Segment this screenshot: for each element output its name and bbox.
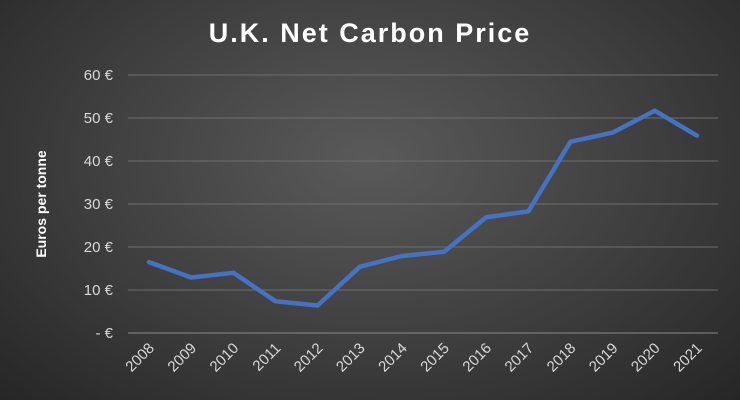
x-tick-label: 2008 [122,340,158,376]
series-lines [146,108,700,308]
y-tick-label: 40 € [84,153,114,170]
x-tick-label: 2015 [417,340,453,376]
x-tick-label: 2021 [670,340,706,376]
y-tick-label: 20 € [84,239,114,256]
x-tick-label: 2011 [249,340,284,375]
y-tick-label: - € [95,325,113,342]
y-tick-label: 50 € [84,110,114,127]
y-tick-labels: - € 10 € 20 € 30 € 40 € 50 € 60 € [84,67,114,342]
x-tick-label: 2017 [502,340,538,376]
x-tick-label: 2020 [628,340,664,376]
series-line [146,108,700,308]
x-tick-label: 2014 [375,340,411,376]
y-tick-label: 60 € [84,67,114,84]
x-tick-label: 2016 [459,340,495,376]
gridlines [128,74,718,334]
x-tick-label: 2010 [207,340,243,376]
x-tick-label: 2019 [586,340,622,376]
x-tick-label: 2018 [544,340,580,376]
y-tick-label: 30 € [84,196,114,213]
y-tick-label: 10 € [84,282,114,299]
x-tick-label: 2012 [291,340,327,376]
x-tick-label: 2013 [333,340,369,376]
x-tick-label: 2009 [164,340,200,376]
y-axis-label: Euros per tonne [33,150,49,258]
chart-title: U.K. Net Carbon Price [209,18,532,48]
x-tick-labels: 2008 2009 2010 2011 2012 2013 2014 2015 2016 2017… [122,340,705,376]
